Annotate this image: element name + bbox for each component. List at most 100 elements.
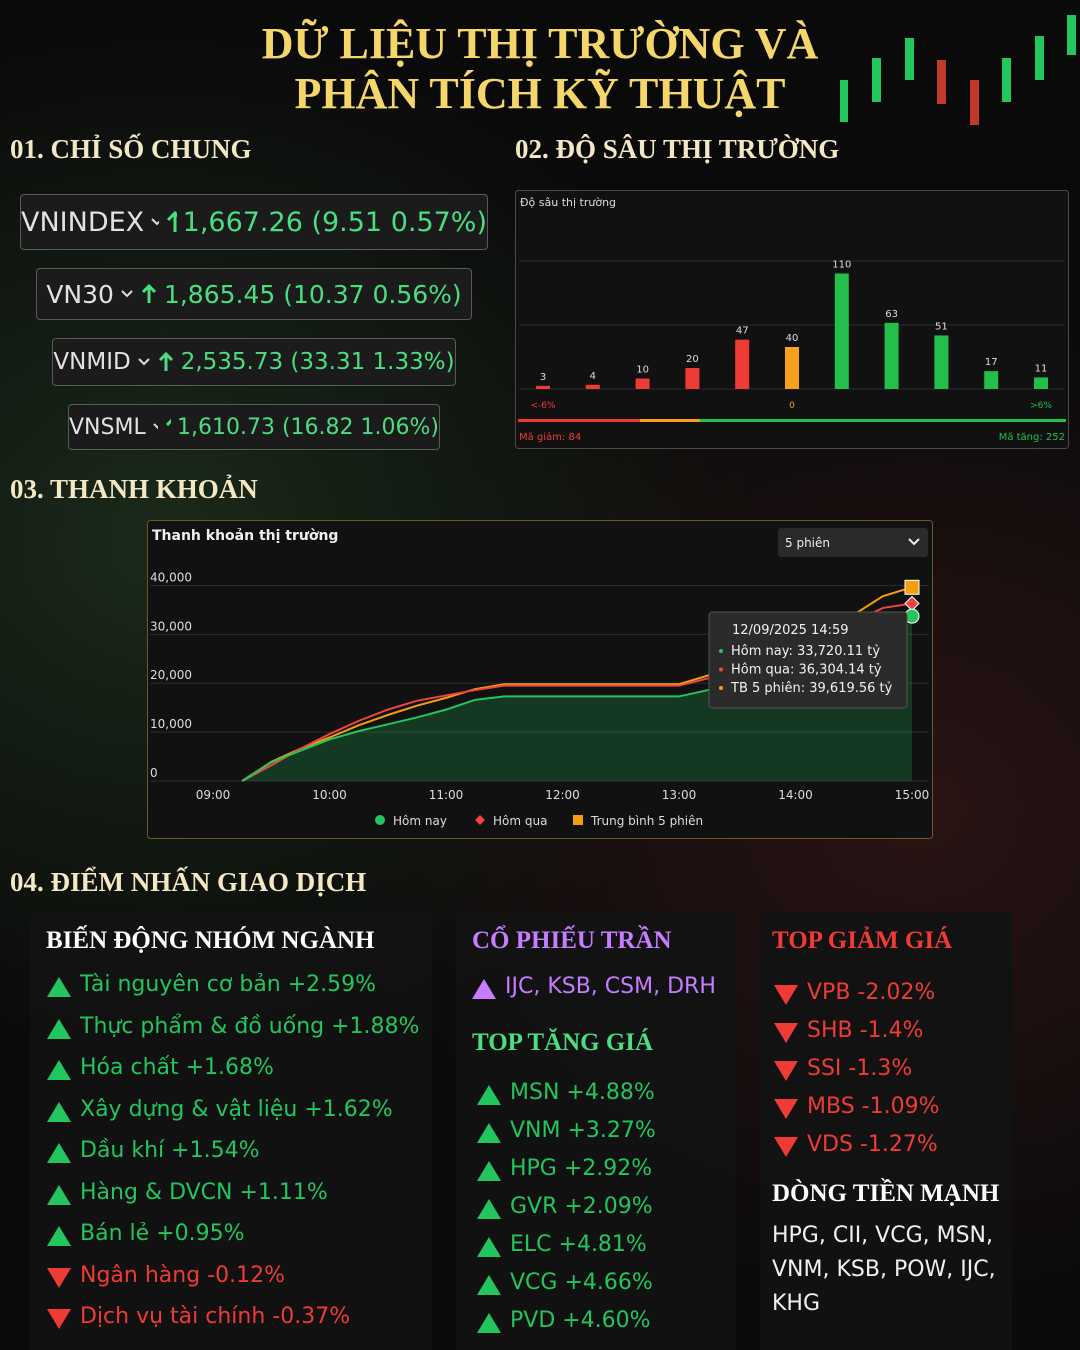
x-tick-label: 11:00	[429, 788, 464, 802]
highlight-item: MSN +4.88%	[510, 1080, 655, 1105]
highlight-item: Tài nguyên cơ bản +2.59%	[80, 972, 377, 997]
group-title: CỔ PHIẾU TRẦN	[472, 927, 672, 954]
index-name: VNSML	[69, 414, 146, 440]
annotation: Mã giảm: 84	[519, 431, 581, 443]
bar	[1034, 377, 1048, 389]
point	[375, 815, 385, 825]
point	[475, 815, 485, 825]
highlight-item: ELC +4.81%	[510, 1232, 647, 1257]
highlight-item: VNM +3.27%	[510, 1118, 656, 1143]
panel	[515, 190, 1069, 449]
highlight-item: Ngân hàng -0.12%	[80, 1262, 285, 1288]
panel	[147, 520, 933, 839]
point	[573, 815, 583, 825]
x-tick-label: 09:00	[196, 788, 231, 802]
y-tick-label: 40,000	[150, 570, 192, 584]
group-title: BIẾN ĐỘNG NHÓM NGÀNH	[46, 927, 375, 954]
legend-label: Hôm nay	[393, 814, 447, 828]
highlight-item: MBS -1.09%	[807, 1094, 940, 1119]
up-triangle	[47, 1018, 71, 1039]
period-select[interactable]	[778, 528, 928, 557]
data-label: 51	[935, 321, 948, 332]
bar	[635, 378, 650, 389]
highlight-item: Hóa chất +1.68%	[80, 1055, 274, 1080]
data-label: 63	[885, 309, 898, 320]
index-quote: 2,535.73 (33.31 1.33%)	[180, 349, 455, 375]
tooltip-line: TB 5 phiên: 39,619.56 tỷ	[730, 681, 893, 696]
panel	[760, 912, 1012, 1350]
index-box: VNINDEX 1,667.26 (9.51 0.57%)	[20, 194, 488, 250]
up-triangle	[47, 1101, 71, 1122]
highlight-item: Dầu khí +1.54%	[80, 1138, 260, 1163]
period-label[interactable]: 5 phiên	[785, 536, 830, 550]
x-tick-label: 12:00	[545, 788, 580, 802]
tooltip	[708, 611, 908, 709]
index-quote: 1,610.73 (16.82 1.06%)	[177, 414, 439, 440]
chevron	[908, 538, 920, 546]
bar	[984, 371, 999, 389]
chevron	[137, 358, 150, 366]
highlight-item: VPB -2.02%	[807, 980, 936, 1005]
up-triangle	[472, 979, 496, 999]
x-tick-label: 0	[789, 401, 795, 411]
y-tick-label: 20,000	[150, 668, 192, 682]
up-arrow	[158, 351, 173, 371]
down-triangle	[774, 985, 798, 1005]
candles-decoration	[840, 15, 1076, 125]
up-arrow	[165, 418, 171, 427]
highlight-item: Xây dựng & vật liệu +1.62%	[80, 1096, 393, 1122]
up-triangle	[477, 1085, 501, 1105]
depth-chart: Độ sâu thị trường Mã giảm: 84 Mã tăng: 2…	[515, 190, 1069, 449]
section-title: 04. ĐIỂM NHẤN GIAO DỊCH	[10, 867, 367, 897]
point	[904, 579, 920, 595]
bar	[585, 384, 600, 389]
annotation: Mã tăng: 252	[999, 432, 1065, 443]
section-title: 03. THANH KHOẢN	[10, 474, 258, 504]
x-tick-label: 10:00	[312, 788, 347, 802]
data-label: 10	[636, 365, 649, 376]
data-label: 40	[786, 333, 799, 344]
data-label: 11	[1035, 363, 1048, 374]
bar	[934, 335, 949, 389]
index-quote: 1,865.45 (10.37 0.56%)	[163, 279, 462, 309]
bar	[884, 322, 899, 389]
highlight-item: SHB -1.4%	[807, 1018, 924, 1043]
legend-label: Trung bình 5 phiên	[590, 814, 703, 828]
highlight-item: PVD +4.60%	[510, 1308, 651, 1333]
chevron	[153, 423, 158, 430]
down-triangle	[47, 1267, 71, 1288]
up-triangle	[477, 1123, 501, 1143]
x-tick-label: 13:00	[662, 788, 697, 802]
highlight-item: HPG +2.92%	[510, 1156, 653, 1181]
x-tick-label: >6%	[1030, 401, 1052, 411]
bar	[685, 368, 700, 389]
highlight-item: GVR +2.09%	[510, 1194, 653, 1219]
bar	[834, 273, 849, 389]
up-arrow	[166, 210, 177, 232]
up-triangle	[477, 1275, 501, 1295]
data-label: 3	[540, 372, 546, 383]
highlight-item: Hàng & DVCN +1.11%	[80, 1179, 328, 1205]
bar	[536, 385, 550, 389]
up-triangle	[47, 1060, 71, 1080]
index-box: VNSML 1,610.73 (16.82 1.06%)	[68, 404, 440, 450]
y-tick-label: 30,000	[150, 619, 192, 633]
breadth-bar	[640, 419, 700, 422]
area	[242, 616, 912, 781]
up-triangle	[477, 1161, 501, 1181]
down-triangle	[774, 1023, 798, 1043]
group-title: TOP GIẢM GIÁ	[772, 927, 953, 954]
index-name: VN30	[46, 279, 114, 309]
bar	[785, 347, 799, 389]
title-line: PHÂN TÍCH KỸ THUẬT	[294, 69, 786, 118]
panel	[30, 912, 432, 1350]
up-triangle	[477, 1313, 501, 1333]
up-triangle	[47, 1184, 71, 1205]
up-triangle	[47, 1143, 71, 1163]
chevron	[151, 218, 159, 226]
tooltip-bullet	[719, 667, 723, 672]
highlight-item: Thực phẩm & đồ uống +1.88%	[80, 1013, 420, 1039]
index-name: VNMID	[53, 349, 131, 375]
